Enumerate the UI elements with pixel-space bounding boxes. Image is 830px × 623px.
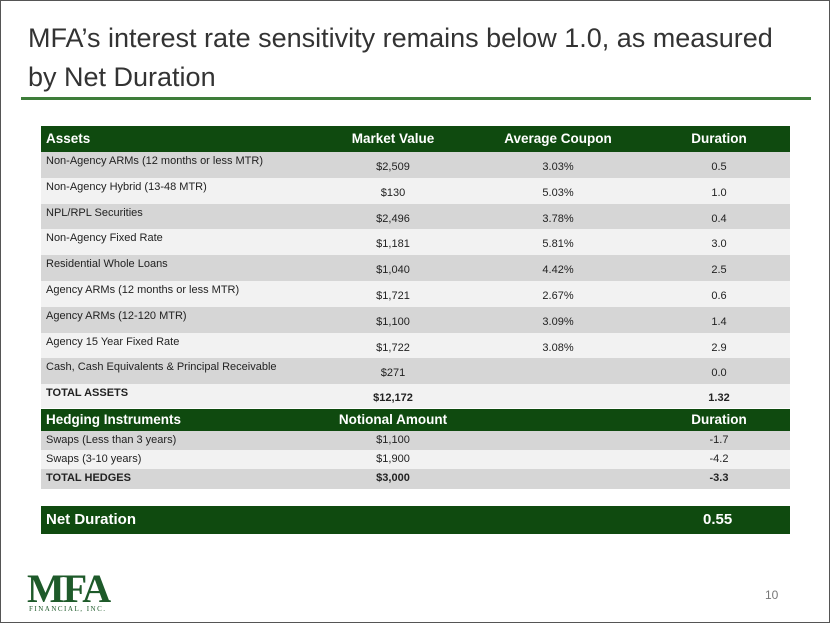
- cell: TOTAL HEDGES: [46, 472, 131, 484]
- table-row: Agency ARMs (12-120 MTR) $1,100 3.09% 1.4: [41, 306, 790, 333]
- page-number: 10: [765, 588, 779, 602]
- table-row: Cash, Cash Equivalents & Principal Recei…: [41, 358, 790, 385]
- cell: Agency 15 Year Fixed Rate: [46, 335, 180, 348]
- table-row: TOTAL ASSETS $12,172 1.32: [41, 384, 790, 408]
- table-row: Agency 15 Year Fixed Rate $1,722 3.08% 2.9: [41, 332, 790, 359]
- title: MFA’s interest rate sensitivity remains …: [28, 23, 773, 92]
- net-duration-value: 0.55: [703, 511, 733, 528]
- cell: Assets: [46, 131, 91, 146]
- net-duration-bar: Net Duration 0.55: [41, 506, 790, 534]
- cell: Non-Agency ARMs (12 months or less MTR): [46, 155, 264, 167]
- table-row: Non-Agency Fixed Rate $1,181 5.81% 3.0: [41, 229, 790, 256]
- title-rule: [21, 97, 811, 100]
- table-row: Non-Agency ARMs (12 months or less MTR) $…: [41, 152, 790, 178]
- table-row: Swaps (Less than 3 years) $1,100 -1.7: [41, 431, 790, 450]
- cell: Cash, Cash Equivalents & Principal Recei…: [46, 361, 277, 374]
- net-duration-label: Net Duration: [46, 511, 136, 528]
- cell: Agency ARMs (12 months or less MTR): [46, 284, 240, 296]
- table-row: Swaps (3-10 years) $1,900 -4.2: [41, 450, 790, 469]
- cell: Agency ARMs (12-120 MTR): [46, 309, 187, 322]
- cell: Non-Agency Hybrid (13-48 MTR): [46, 180, 207, 193]
- cell: Hedging Instruments: [46, 412, 182, 427]
- table-row: TOTAL HEDGES $3,000 -3.3: [41, 469, 790, 489]
- cell: TOTAL ASSETS: [46, 387, 129, 399]
- cell: Swaps (3-10 years): [46, 453, 142, 465]
- logo-name: MFA: [27, 566, 111, 611]
- logo-tagline: FINANCIAL, INC.: [29, 605, 107, 613]
- table-row: Assets Market Value Average Coupon Duration: [41, 126, 790, 152]
- cell: NPL/RPL Securities: [46, 206, 143, 219]
- cell: Residential Whole Loans: [46, 258, 168, 271]
- table-row: Hedging Instruments Notional Amount Durati…: [41, 409, 790, 431]
- table-row: NPL/RPL Securities $2,496 3.78% 0.4: [41, 203, 790, 230]
- cell: Non-Agency Fixed Rate: [46, 232, 163, 245]
- table-row: Agency ARMs (12 months or less MTR) $1,72…: [41, 281, 790, 307]
- table-row: Non-Agency Hybrid (13-48 MTR) $130 5.03% 1.…: [41, 177, 790, 204]
- cell: Swaps (Less than 3 years): [46, 434, 177, 446]
- table-row: Residential Whole Loans $1,040 4.42% 2.5: [41, 255, 790, 281]
